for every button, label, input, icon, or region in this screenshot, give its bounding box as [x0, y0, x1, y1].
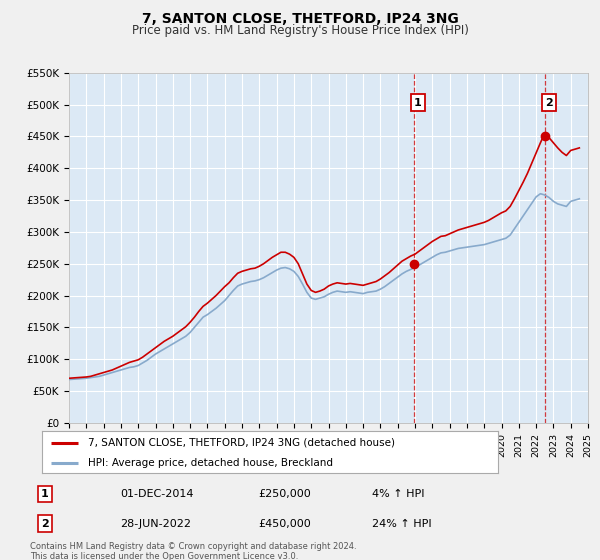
- Text: Price paid vs. HM Land Registry's House Price Index (HPI): Price paid vs. HM Land Registry's House …: [131, 24, 469, 37]
- Text: 7, SANTON CLOSE, THETFORD, IP24 3NG: 7, SANTON CLOSE, THETFORD, IP24 3NG: [142, 12, 458, 26]
- Text: This data is licensed under the Open Government Licence v3.0.: This data is licensed under the Open Gov…: [30, 552, 298, 560]
- Text: 24% ↑ HPI: 24% ↑ HPI: [372, 519, 431, 529]
- Text: 1: 1: [41, 489, 49, 499]
- Text: HPI: Average price, detached house, Breckland: HPI: Average price, detached house, Brec…: [88, 458, 332, 468]
- Text: 7, SANTON CLOSE, THETFORD, IP24 3NG (detached house): 7, SANTON CLOSE, THETFORD, IP24 3NG (det…: [88, 437, 395, 447]
- Text: 01-DEC-2014: 01-DEC-2014: [120, 489, 193, 499]
- Text: 4% ↑ HPI: 4% ↑ HPI: [372, 489, 425, 499]
- Text: £450,000: £450,000: [258, 519, 311, 529]
- Text: 28-JUN-2022: 28-JUN-2022: [120, 519, 191, 529]
- Text: Contains HM Land Registry data © Crown copyright and database right 2024.: Contains HM Land Registry data © Crown c…: [30, 542, 356, 551]
- Text: £250,000: £250,000: [258, 489, 311, 499]
- Text: 2: 2: [545, 97, 553, 108]
- Text: 1: 1: [414, 97, 422, 108]
- Text: 2: 2: [41, 519, 49, 529]
